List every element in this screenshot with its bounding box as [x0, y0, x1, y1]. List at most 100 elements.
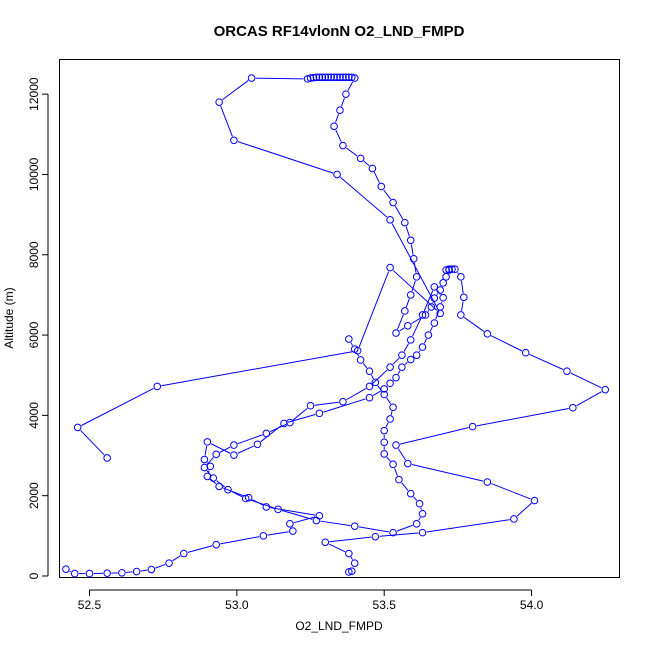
data-point: [451, 265, 459, 274]
data-point: [244, 493, 253, 502]
data-point: [70, 569, 79, 578]
data-point: [421, 311, 430, 319]
data-point: [336, 73, 344, 82]
y-axis: 0 2000 4000 6000 8000 10000 12000: [27, 77, 49, 579]
data-point: [85, 569, 94, 578]
data-point: [203, 438, 212, 446]
data-point: [389, 198, 397, 207]
data-point: [289, 527, 297, 535]
data-point: [212, 540, 221, 549]
data-point: [386, 363, 394, 371]
series-segment: [187, 545, 213, 553]
data-point: [418, 509, 427, 518]
y-tick-label: 12000: [27, 77, 41, 111]
data-point: [448, 265, 456, 274]
data-point: [483, 330, 492, 338]
data-point: [412, 351, 421, 359]
data-point: [356, 356, 365, 364]
data-point: [327, 73, 335, 82]
series-layer: [62, 73, 610, 578]
data-point: [386, 216, 394, 224]
series-segment: [219, 446, 231, 453]
data-point: [103, 454, 111, 462]
series-segment: [363, 160, 370, 167]
x-tick-label: 53.0: [225, 598, 249, 612]
series-segment: [399, 327, 405, 332]
data-point: [406, 236, 415, 245]
series-segment: [231, 491, 243, 498]
data-point: [200, 463, 209, 472]
series-segment: [249, 499, 275, 509]
data-point: [368, 164, 377, 173]
series-segment: [404, 361, 408, 365]
data-point: [380, 385, 389, 393]
data-point: [439, 279, 447, 287]
data-point: [73, 423, 82, 432]
series-segment: [340, 97, 345, 107]
data-point: [345, 335, 353, 343]
data-point: [333, 170, 341, 179]
data-point: [380, 426, 389, 435]
y-tick-label: 4000: [27, 402, 41, 429]
series-segment: [281, 510, 313, 520]
data-point: [457, 311, 465, 319]
data-point: [350, 74, 359, 82]
data-point: [253, 440, 262, 449]
series-segment: [358, 271, 390, 347]
series-segment: [399, 427, 469, 445]
data-point: [321, 73, 330, 82]
data-point: [398, 363, 406, 371]
data-point: [601, 385, 610, 394]
series-segment: [394, 468, 398, 476]
series-segment: [287, 414, 316, 423]
series-segment: [140, 569, 148, 572]
data-point: [262, 429, 271, 438]
data-point: [315, 409, 324, 418]
series-segment: [385, 422, 389, 428]
data-point: [412, 519, 421, 528]
series-1: [73, 73, 610, 576]
data-point: [418, 528, 427, 537]
data-point: [418, 311, 427, 319]
data-point: [324, 73, 333, 82]
series-segment: [390, 411, 393, 416]
data-point: [286, 519, 294, 528]
data-point: [510, 515, 518, 523]
data-point: [345, 549, 353, 558]
data-point: [333, 73, 341, 82]
data-point: [459, 293, 468, 302]
series-segment: [329, 536, 372, 543]
series-segment: [427, 310, 430, 312]
data-point: [406, 355, 415, 364]
data-point: [398, 351, 406, 359]
series-segment: [405, 298, 410, 308]
series-segment: [411, 316, 423, 325]
data-point: [418, 343, 427, 351]
data-point: [563, 367, 571, 376]
series-segment: [339, 176, 388, 218]
data-point: [342, 73, 350, 82]
series-segment: [490, 335, 523, 352]
series-segment: [418, 517, 421, 521]
plot-frame: [59, 59, 620, 578]
series-segment: [403, 343, 410, 352]
data-point: [439, 293, 447, 302]
data-point: [259, 532, 268, 540]
data-point: [401, 307, 409, 315]
series-segment: [383, 189, 391, 200]
series-segment: [436, 289, 441, 295]
data-point: [380, 438, 389, 447]
series-segment: [372, 390, 381, 396]
x-axis-label: O2_LND_FMPD: [295, 619, 383, 633]
series-segment: [386, 397, 392, 405]
series-segment: [335, 129, 342, 142]
series-segment: [80, 430, 105, 456]
data-point: [389, 528, 397, 537]
data-point: [306, 74, 315, 82]
x-tick-label: 53.5: [373, 598, 397, 612]
data-point: [241, 494, 250, 503]
data-point: [403, 459, 412, 468]
data-point: [347, 567, 356, 575]
series-segment: [418, 350, 421, 353]
